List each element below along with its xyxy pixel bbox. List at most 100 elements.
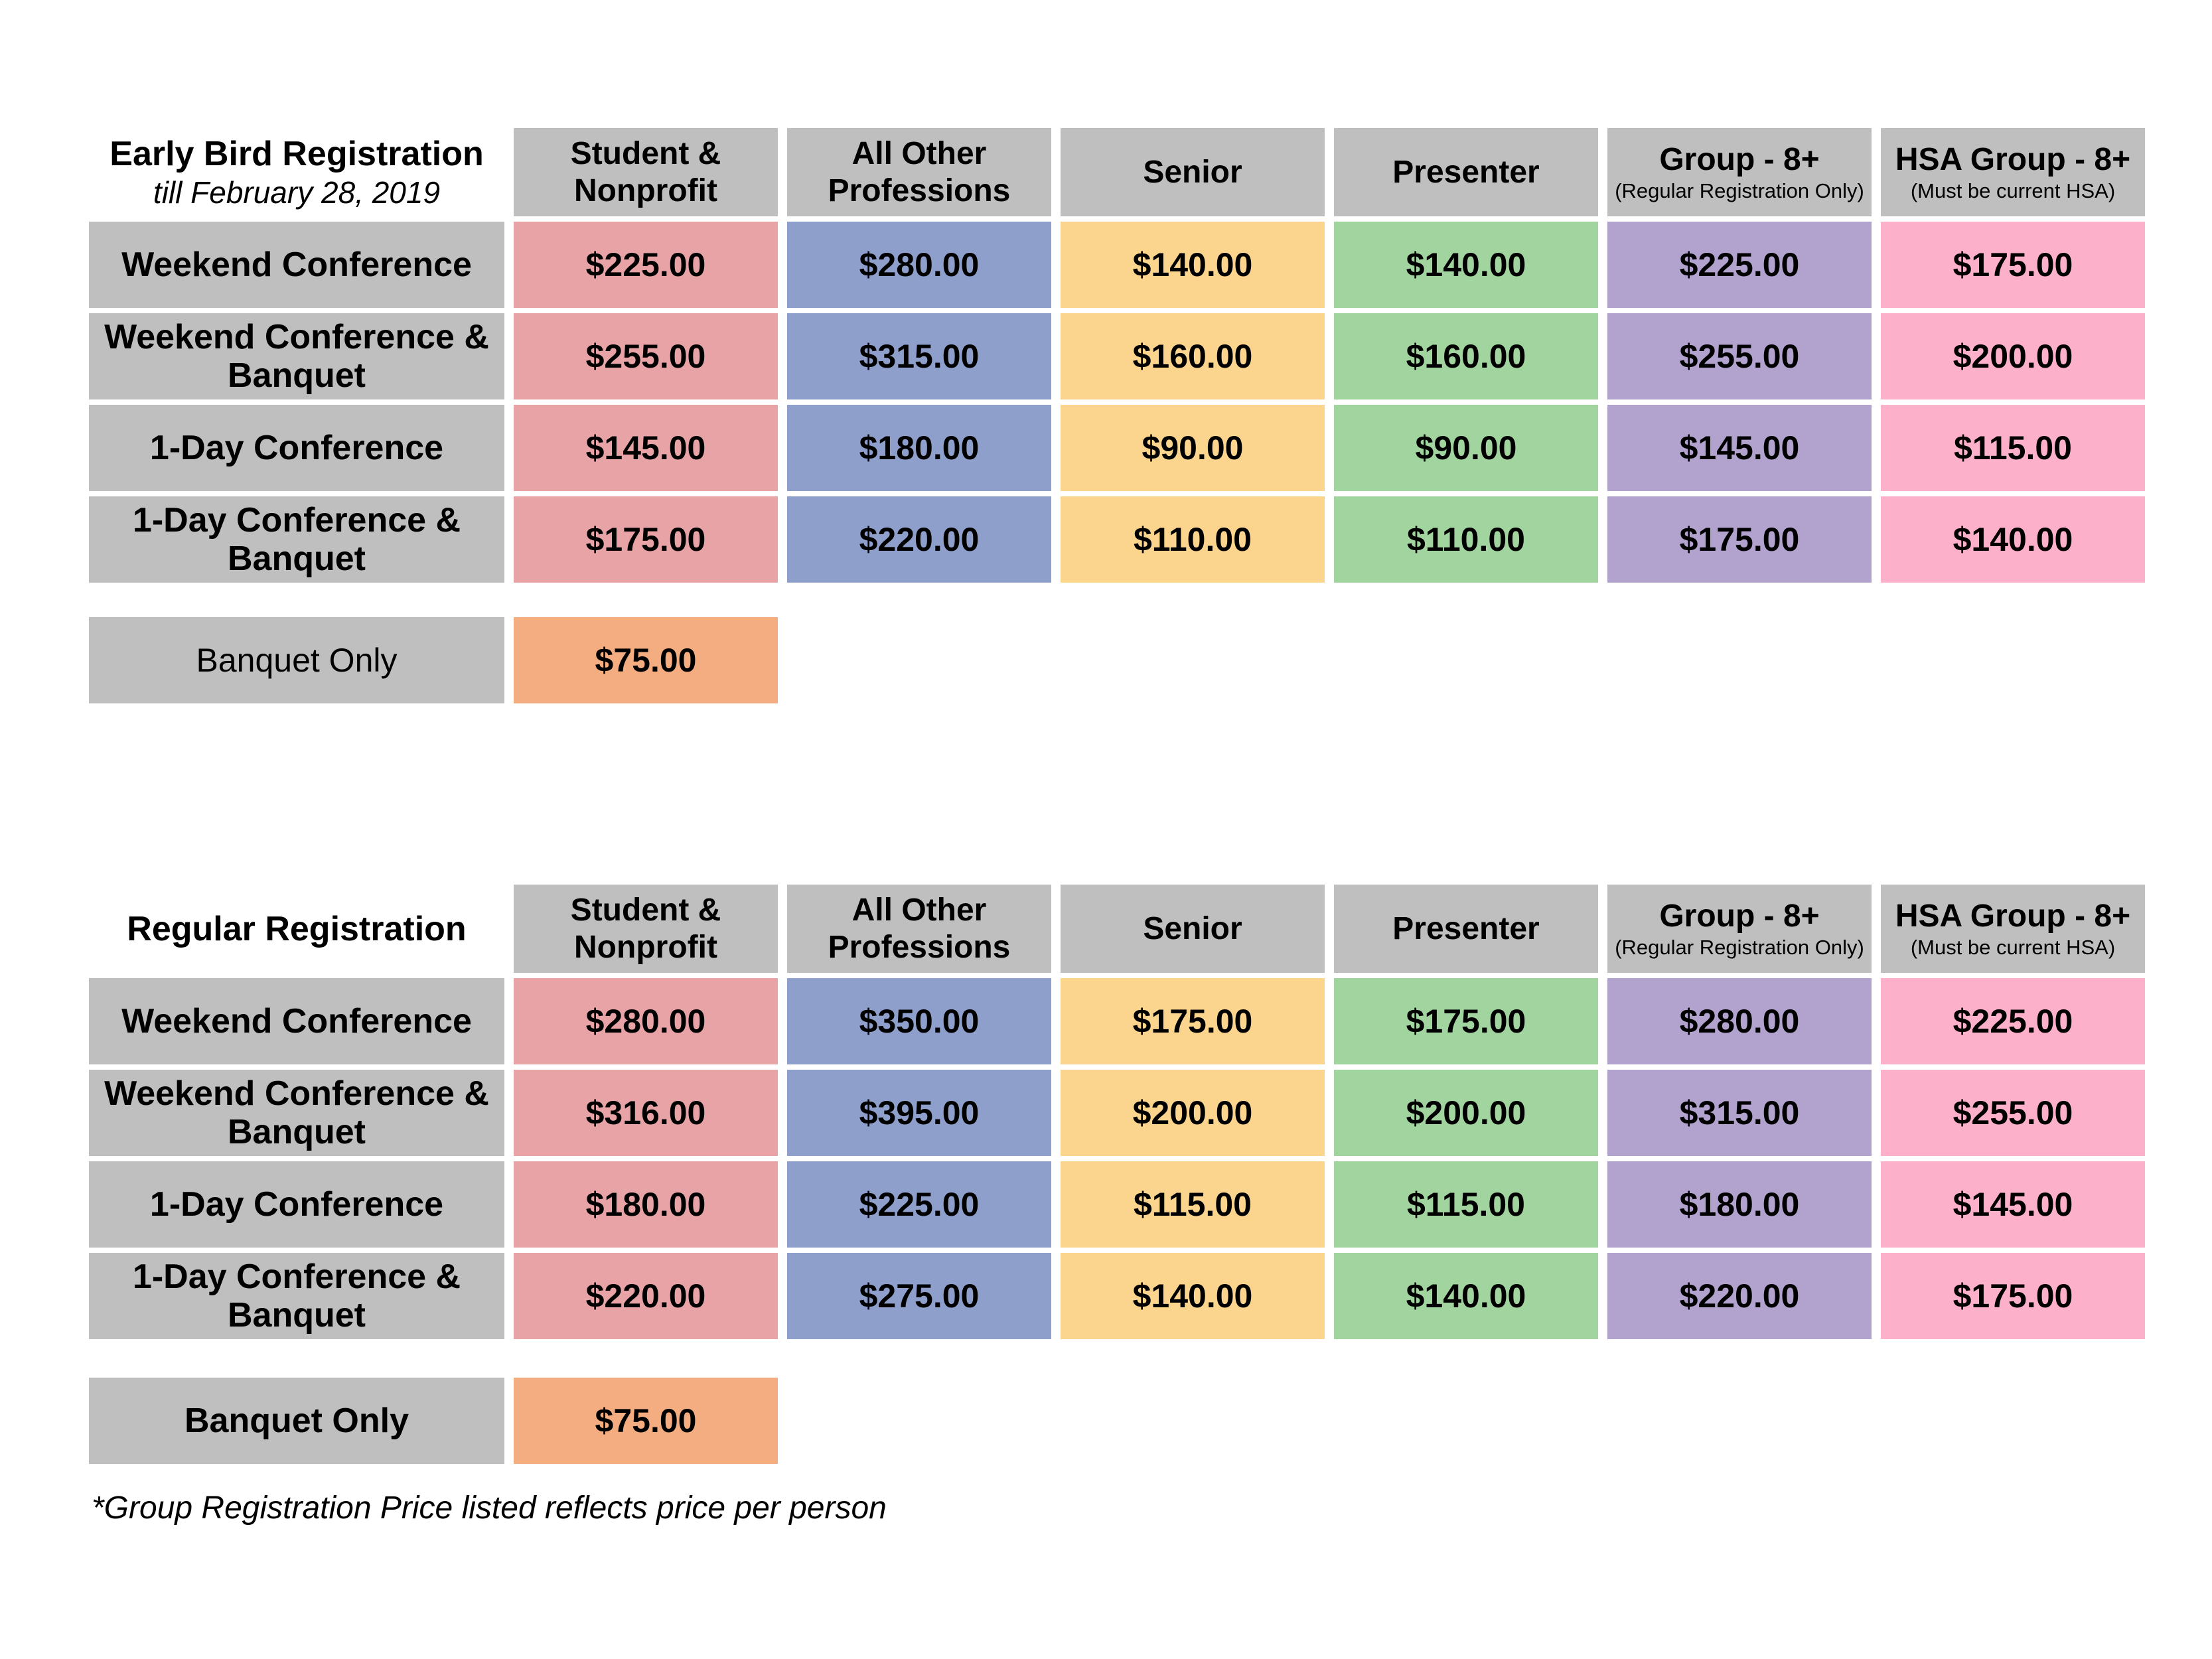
price-cell: $145.00 [514,405,778,491]
price-cell: $140.00 [1061,222,1325,308]
price-value: $140.00 [1406,246,1526,283]
price-value: $145.00 [1953,1186,2073,1223]
price-value: $90.00 [1142,429,1244,467]
price-cell: $90.00 [1334,405,1598,491]
row-label-text: 1-Day Conference & Banquet [132,1258,461,1334]
price-value: $255.00 [585,338,706,375]
row-label-text: Weekend Conference [121,246,472,284]
regular-title-cell: Regular Registration [89,885,504,973]
row-label-text: 1-Day Conference & Banquet [132,501,461,578]
price-value: $275.00 [859,1277,980,1315]
price-cell: $140.00 [1881,496,2145,583]
column-header-student-nonprofit: Student & Nonprofit [514,885,778,973]
column-header-presenter: Presenter [1334,885,1598,973]
price-value: $175.00 [1953,246,2073,283]
price-cell: $225.00 [1607,222,1872,308]
early-bird-title: Early Bird Registration [110,134,484,173]
price-value: $280.00 [1679,1003,1800,1040]
price-value: $75.00 [595,1402,697,1439]
column-header-label: HSA Group - 8+ [1895,141,2131,177]
row-label-1-day-conference: 1-Day Conference [89,405,504,491]
price-value: $225.00 [1679,246,1800,283]
price-value: $220.00 [585,1277,706,1315]
price-value: $200.00 [1953,338,2073,375]
column-header-label: Group - 8+ [1659,898,1820,934]
price-cell: $115.00 [1061,1161,1325,1248]
price-cell: $275.00 [787,1253,1051,1339]
column-header-senior: Senior [1061,885,1325,973]
price-value: $175.00 [1132,1003,1253,1040]
price-cell: $255.00 [1607,313,1872,399]
column-header-label: Student & Nonprofit [570,135,721,208]
price-cell: $220.00 [1607,1253,1872,1339]
price-value: $145.00 [1679,429,1800,467]
price-value: $180.00 [1679,1186,1800,1223]
price-value: $200.00 [1406,1094,1526,1131]
group-price-footnote: *Group Registration Price listed reflect… [92,1490,887,1526]
price-cell: $160.00 [1334,313,1598,399]
price-value: $220.00 [859,521,980,558]
price-value: $115.00 [1407,1186,1525,1223]
row-label-text: 1-Day Conference [149,1185,444,1224]
price-cell: $225.00 [514,222,778,308]
column-header-hsa-group: HSA Group - 8+ (Must be current HSA) [1881,128,2145,216]
row-label-banquet-only: Banquet Only [89,617,504,703]
column-header-group: Group - 8+ (Regular Registration Only) [1607,128,1872,216]
column-header-label: Presenter [1392,154,1540,190]
price-cell: $200.00 [1334,1070,1598,1156]
price-value: $225.00 [859,1186,980,1223]
price-value: $90.00 [1415,429,1517,467]
price-cell: $200.00 [1881,313,2145,399]
row-label-text: Weekend Conference & Banquet [104,1074,489,1151]
early-bird-banquet-row: Banquet Only $75.00 [89,617,778,703]
price-cell: $145.00 [1881,1161,2145,1248]
price-value: $350.00 [859,1003,980,1040]
column-header-note: (Must be current HSA) [1910,179,2116,202]
regular-table: Regular Registration Student & Nonprofit… [89,885,2145,1339]
column-header-label: Senior [1143,910,1242,946]
column-header-label: Senior [1143,154,1242,190]
row-label-text: Weekend Conference & Banquet [104,318,489,395]
price-cell: $175.00 [1881,1253,2145,1339]
early-bird-subtitle: till February 28, 2019 [153,175,441,210]
price-cell: $115.00 [1334,1161,1598,1248]
price-value: $175.00 [1679,521,1800,558]
price-cell: $140.00 [1061,1253,1325,1339]
price-value: $115.00 [1954,429,2072,467]
price-cell: $180.00 [1607,1161,1872,1248]
column-header-label: Presenter [1392,910,1540,946]
column-header-label: Student & Nonprofit [570,892,721,965]
price-value: $315.00 [1679,1094,1800,1131]
row-label-weekend-conference: Weekend Conference [89,222,504,308]
price-cell: $255.00 [1881,1070,2145,1156]
price-cell: $160.00 [1061,313,1325,399]
price-value: $220.00 [1679,1277,1800,1315]
row-label-weekend-conference-banquet: Weekend Conference & Banquet [89,313,504,399]
column-header-hsa-group: HSA Group - 8+ (Must be current HSA) [1881,885,2145,973]
column-header-student-nonprofit: Student & Nonprofit [514,128,778,216]
price-cell: $180.00 [514,1161,778,1248]
price-value: $145.00 [585,429,706,467]
row-label-text: 1-Day Conference [149,429,444,467]
price-value: $140.00 [1132,246,1253,283]
price-value: $225.00 [1953,1003,2073,1040]
price-cell: $110.00 [1061,496,1325,583]
price-value: $160.00 [1406,338,1526,375]
column-header-label: All Other Professions [828,892,1011,965]
column-header-note: (Regular Registration Only) [1615,179,1864,202]
price-value: $316.00 [585,1094,706,1131]
price-cell: $115.00 [1881,405,2145,491]
row-label-weekend-conference-banquet: Weekend Conference & Banquet [89,1070,504,1156]
price-value: $175.00 [1406,1003,1526,1040]
price-cell: $90.00 [1061,405,1325,491]
price-value: $175.00 [1953,1277,2073,1315]
price-value: $280.00 [859,246,980,283]
price-value: $180.00 [585,1186,706,1223]
price-cell: $220.00 [514,1253,778,1339]
price-cell: $175.00 [1334,978,1598,1064]
column-header-note: (Regular Registration Only) [1615,935,1864,959]
price-cell-banquet: $75.00 [514,1378,778,1464]
price-cell: $175.00 [1881,222,2145,308]
price-cell: $315.00 [787,313,1051,399]
